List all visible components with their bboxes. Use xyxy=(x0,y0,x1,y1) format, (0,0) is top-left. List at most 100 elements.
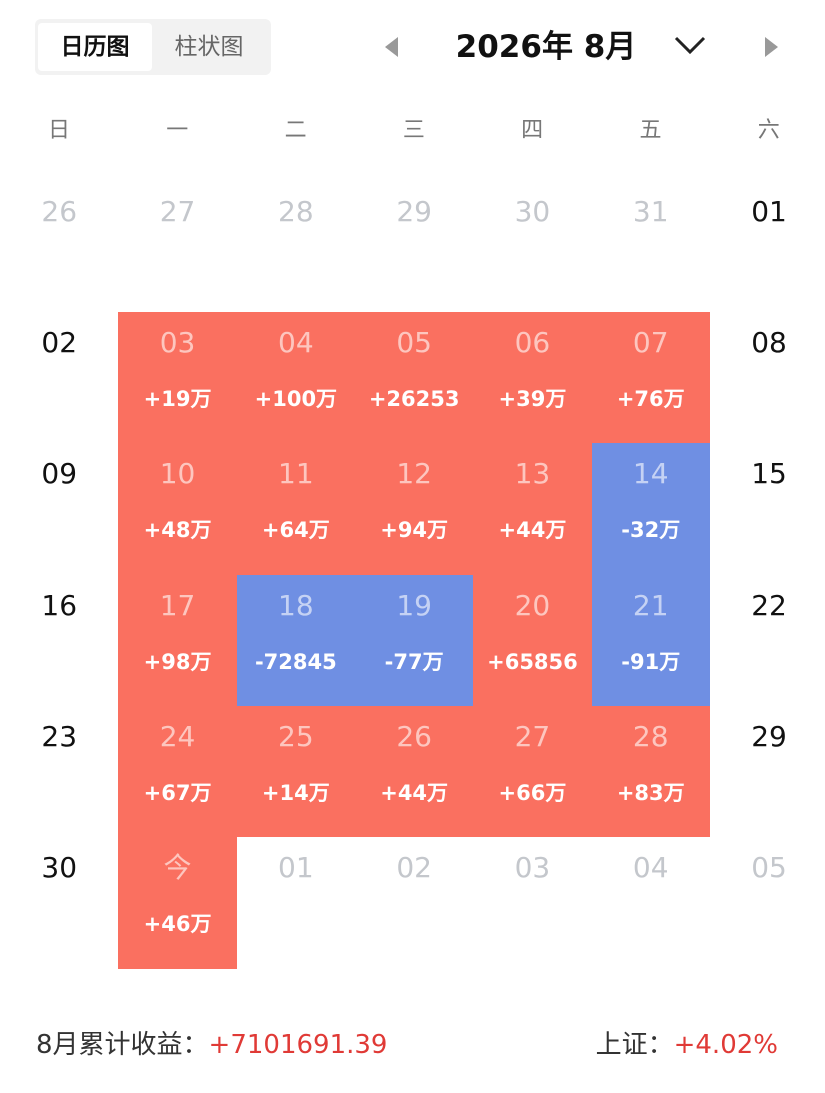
day-cell[interactable]: 04 +100万 xyxy=(236,312,356,444)
day-number: 27 xyxy=(159,195,196,228)
weekday: 日 xyxy=(47,118,70,143)
day-number: 25 xyxy=(278,719,314,753)
day-change: +66万 xyxy=(498,780,567,805)
day-change: +44万 xyxy=(380,780,449,805)
day-cell[interactable]: 30 xyxy=(473,181,592,313)
day-cell[interactable]: 21 -91万 xyxy=(591,574,710,707)
day-number: 23 xyxy=(41,719,78,753)
month-title: 2026年 8月 xyxy=(455,29,637,65)
day-number: 05 xyxy=(396,326,432,360)
day-cell[interactable]: 23 xyxy=(0,706,119,838)
day-number: 12 xyxy=(396,457,432,491)
day-cell[interactable]: 今 +46万 xyxy=(118,837,237,969)
day-change: +64万 xyxy=(261,518,330,543)
day-number: 10 xyxy=(159,457,196,491)
day-number: 17 xyxy=(159,588,196,622)
day-cell[interactable]: 19 -77万 xyxy=(354,574,474,707)
tab-bar[interactable]: 柱状图 xyxy=(174,34,244,60)
day-number: 今 xyxy=(163,851,192,884)
day-number: 29 xyxy=(396,195,432,228)
day-cell[interactable]: 05 xyxy=(710,837,825,969)
day-cell[interactable]: 28 +83万 xyxy=(591,705,710,838)
day-number: 26 xyxy=(41,195,78,228)
day-cell[interactable]: 03 xyxy=(473,837,592,969)
day-cell[interactable]: 22 xyxy=(710,575,825,707)
day-cell[interactable]: 02 xyxy=(355,837,474,969)
day-number: 19 xyxy=(396,588,432,622)
day-change: -77万 xyxy=(384,649,444,674)
day-cell[interactable]: 09 xyxy=(0,443,119,575)
day-cell[interactable]: 03 +19万 xyxy=(118,312,237,444)
next-month[interactable] xyxy=(760,34,784,60)
day-cell[interactable]: 29 xyxy=(710,706,825,838)
day-cell[interactable]: 27 +66万 xyxy=(473,705,592,838)
day-number: 09 xyxy=(41,457,78,491)
day-cell[interactable]: 28 xyxy=(237,181,356,313)
day-number: 05 xyxy=(751,851,787,884)
day-cell[interactable]: 29 xyxy=(355,181,474,313)
day-change: +65856 xyxy=(487,649,578,674)
day-cell[interactable]: 26 +44万 xyxy=(354,705,474,838)
day-cell[interactable]: 13 +44万 xyxy=(473,443,592,575)
day-cell[interactable]: 02 xyxy=(0,312,119,444)
day-cell[interactable]: 12 +94万 xyxy=(354,443,474,575)
day-cell[interactable]: 26 xyxy=(0,181,119,313)
month-total-label: 8月累计收益： xyxy=(36,1030,209,1060)
day-cell[interactable]: 01 xyxy=(710,181,825,313)
day-number: 30 xyxy=(514,195,551,228)
day-change: -72845 xyxy=(254,649,337,674)
day-cell[interactable]: 07 +76万 xyxy=(591,312,710,444)
day-number: 29 xyxy=(751,719,787,753)
day-number: 08 xyxy=(751,326,787,360)
day-cell[interactable]: 06 +39万 xyxy=(473,312,592,444)
month-dropdown[interactable] xyxy=(672,30,708,60)
weekday: 一 xyxy=(166,118,189,143)
day-cell[interactable]: 17 +98万 xyxy=(118,574,237,707)
index-value: +4.02% xyxy=(673,1030,778,1060)
day-number: 30 xyxy=(41,851,78,884)
day-number: 18 xyxy=(278,588,314,622)
day-cell[interactable]: 11 +64万 xyxy=(236,443,356,575)
day-change: +44万 xyxy=(498,518,567,543)
day-cell[interactable]: 18 -72845 xyxy=(236,574,356,707)
day-cell[interactable]: 10 +48万 xyxy=(118,443,237,575)
day-cell[interactable]: 14 -32万 xyxy=(591,443,710,575)
tab-calendar[interactable]: 日历图 xyxy=(38,23,152,71)
day-cell[interactable]: 15 xyxy=(710,443,825,575)
day-number: 11 xyxy=(278,457,314,491)
day-number: 22 xyxy=(751,588,787,622)
day-cell[interactable]: 25 +14万 xyxy=(236,705,356,838)
day-change: -91万 xyxy=(621,649,681,674)
day-cell[interactable]: 27 xyxy=(118,181,237,313)
day-number: 06 xyxy=(514,326,551,360)
day-number: 21 xyxy=(632,588,669,622)
day-change: +48万 xyxy=(143,518,212,543)
day-number: 02 xyxy=(41,326,78,360)
day-number: 13 xyxy=(514,457,551,491)
day-cell[interactable]: 05 +26253 xyxy=(354,312,474,444)
day-number: 02 xyxy=(396,851,432,884)
day-number: 14 xyxy=(632,457,669,491)
day-number: 03 xyxy=(514,851,551,884)
day-number: 01 xyxy=(751,195,787,228)
day-cell[interactable]: 01 xyxy=(237,837,356,969)
day-cell[interactable]: 20 +65856 xyxy=(473,574,592,707)
weekday: 四 xyxy=(521,118,544,143)
day-number: 04 xyxy=(632,851,669,884)
day-cell[interactable]: 16 xyxy=(0,575,119,707)
day-cell[interactable]: 30 xyxy=(0,837,119,969)
day-cell[interactable]: 31 xyxy=(592,181,711,313)
day-change: +83万 xyxy=(616,780,685,805)
day-cell[interactable]: 08 xyxy=(710,312,825,444)
day-number: 16 xyxy=(41,588,78,622)
day-cell[interactable]: 24 +67万 xyxy=(118,705,237,838)
prev-month[interactable] xyxy=(380,34,404,60)
day-change: -32万 xyxy=(621,518,681,543)
weekday: 六 xyxy=(757,118,780,143)
day-number: 01 xyxy=(278,851,314,884)
month-total-value: +7101691.39 xyxy=(208,1030,388,1060)
month-total: 8月累计收益：+7101691.39 xyxy=(36,1025,387,1065)
day-change: +46万 xyxy=(143,912,212,936)
day-cell[interactable]: 04 xyxy=(592,837,711,969)
weekday: 三 xyxy=(402,118,425,143)
